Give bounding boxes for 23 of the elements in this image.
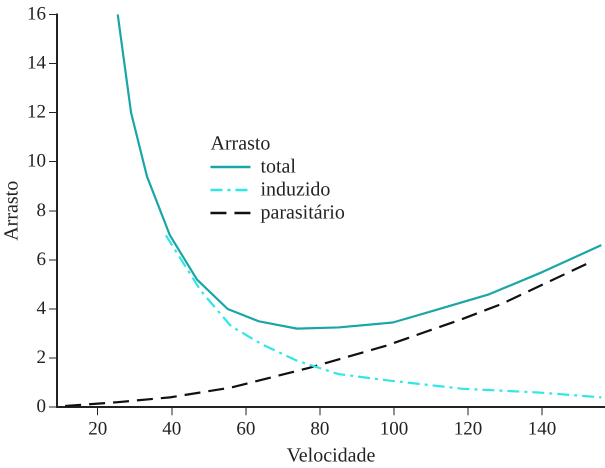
y-axis-title: Arrasto [0,180,22,241]
y-tick-label: 6 [36,248,46,270]
y-tick-label: 0 [36,396,46,418]
y-tick-label: 10 [27,150,46,172]
x-tick-label: 20 [88,418,108,440]
x-tick-label: 100 [380,418,408,440]
x-tick-label: 120 [454,418,482,440]
legend-label: parasitário [260,201,345,224]
x-axis-title: Velocidade [286,444,376,466]
line-series [164,234,602,398]
x-tick-label: 140 [528,418,556,440]
x-tick-label: 60 [236,418,256,440]
y-tick-label: 4 [36,298,46,319]
y-tick-label: 8 [36,200,46,221]
y-tick-label: 2 [36,347,46,368]
legend-title: Arrasto [210,132,270,154]
y-tick-label: 12 [27,102,46,123]
x-tick-label: 80 [310,418,330,440]
y-tick-label: 16 [27,3,46,24]
y-tick-label: 14 [27,52,46,74]
legend-label: total [260,155,296,178]
legend-label: induzido [260,178,330,200]
x-tick-label: 40 [162,418,182,440]
